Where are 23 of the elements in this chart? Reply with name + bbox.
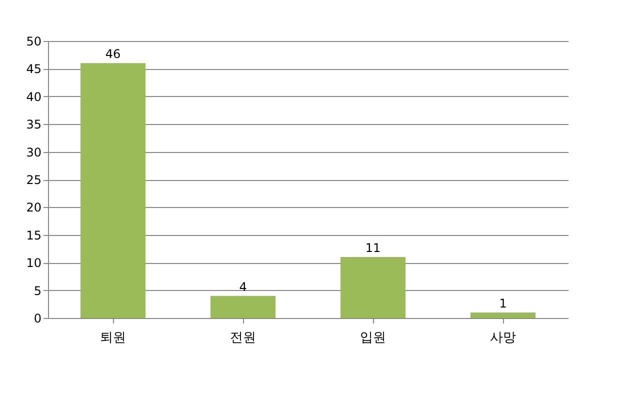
y-tick-label: 5 — [34, 284, 42, 298]
y-tick-label: 30 — [26, 145, 42, 160]
x-tick-label: 사망 — [490, 330, 516, 346]
x-tick-label: 퇴원 — [100, 330, 126, 346]
y-tick-label: 50 — [26, 34, 42, 48]
y-tick-label: 10 — [26, 256, 42, 270]
data-label: 11 — [365, 241, 381, 256]
y-tick-label: 25 — [26, 173, 42, 187]
y-tick-label: 35 — [26, 118, 42, 132]
data-label: 4 — [239, 280, 247, 294]
y-tick-label: 45 — [26, 62, 42, 76]
bar — [80, 63, 146, 318]
y-tick-label: 40 — [26, 90, 42, 104]
x-tick-label: 입원 — [360, 330, 386, 346]
y-tick-label: 20 — [26, 200, 42, 215]
bar — [470, 312, 536, 318]
data-label: 1 — [499, 296, 507, 310]
data-label: 46 — [105, 47, 121, 62]
x-tick-label: 전원 — [230, 330, 256, 346]
y-tick-label: 0 — [34, 312, 42, 326]
y-tick-label: 15 — [26, 228, 42, 242]
bar — [340, 257, 406, 318]
bar — [210, 296, 276, 318]
